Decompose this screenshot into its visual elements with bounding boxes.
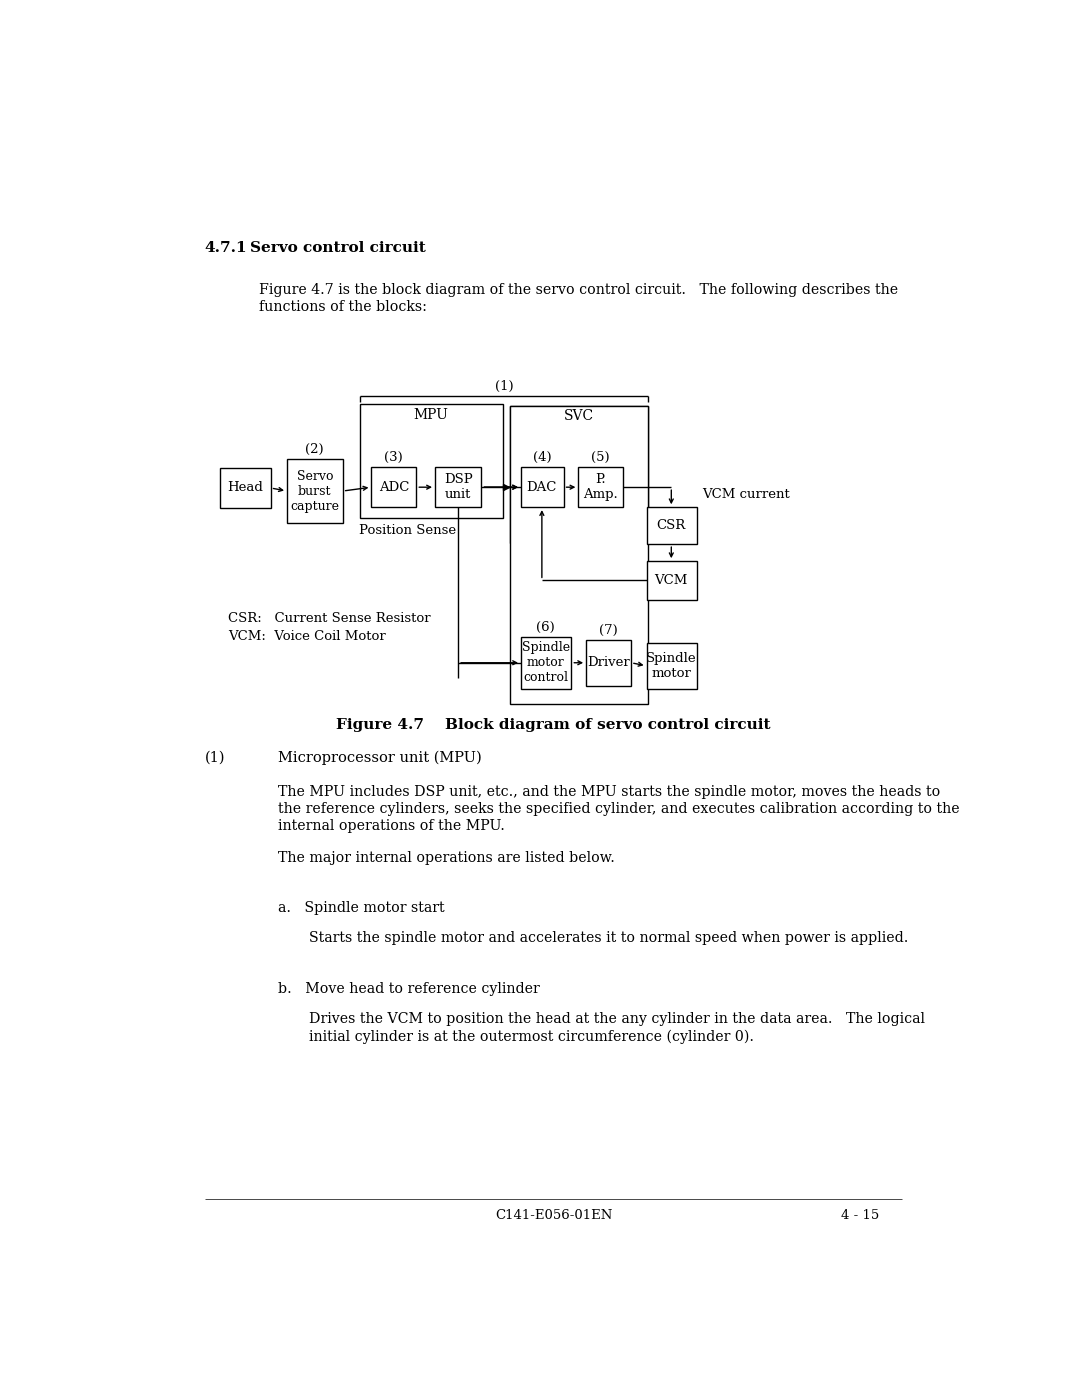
Bar [647,643,697,689]
Bar [435,467,482,507]
Text: (3): (3) [384,451,403,464]
Bar [287,458,342,524]
Text: Microprocessor unit (MPU): Microprocessor unit (MPU) [279,750,482,766]
Text: DSP
unit: DSP unit [444,474,473,502]
Text: initial cylinder is at the outermost circumference (cylinder 0).: initial cylinder is at the outermost cir… [309,1030,754,1044]
Bar [578,467,623,507]
Text: VCM: VCM [654,574,688,587]
Text: 4.7.1: 4.7.1 [205,240,247,254]
Text: Driver: Driver [588,657,630,669]
Bar [647,507,697,545]
Text: Servo control circuit: Servo control circuit [249,240,426,254]
Text: (1): (1) [205,750,226,764]
Text: DAC: DAC [527,481,557,493]
Text: 4 - 15: 4 - 15 [840,1208,879,1222]
Text: Drives the VCM to position the head at the any cylinder in the data area.   The : Drives the VCM to position the head at t… [309,1013,926,1027]
Bar [220,468,271,509]
Text: The MPU includes DSP unit, etc., and the MPU starts the spindle motor, moves the: The MPU includes DSP unit, etc., and the… [279,785,941,799]
Text: a.   Spindle motor start: a. Spindle motor start [279,901,445,915]
Text: Starts the spindle motor and accelerates it to normal speed when power is applie: Starts the spindle motor and accelerates… [309,932,908,946]
Bar [647,562,697,599]
Text: (2): (2) [306,443,324,455]
Text: ADC: ADC [379,481,409,493]
Text: Spindle
motor: Spindle motor [646,652,697,680]
Text: Figure 4.7 is the block diagram of the servo control circuit.   The following de: Figure 4.7 is the block diagram of the s… [259,284,899,298]
Text: b.   Move head to reference cylinder: b. Move head to reference cylinder [279,982,540,996]
Text: functions of the blocks:: functions of the blocks: [259,300,427,314]
Bar [586,640,631,686]
Text: VCM:  Voice Coil Motor: VCM: Voice Coil Motor [228,630,386,644]
Bar [360,404,503,518]
Bar [510,405,648,704]
Text: Figure 4.7    Block diagram of servo control circuit: Figure 4.7 Block diagram of servo contro… [336,718,771,732]
Text: internal operations of the MPU.: internal operations of the MPU. [279,819,505,833]
Text: (4): (4) [532,451,551,464]
Bar [510,405,648,542]
Bar [372,467,416,507]
Text: VCM current: VCM current [702,489,791,502]
Text: (6): (6) [537,620,555,633]
Text: (1): (1) [495,380,513,393]
Text: Servo
burst
capture: Servo burst capture [291,469,339,513]
Text: (7): (7) [599,623,618,637]
Text: Spindle
motor
control: Spindle motor control [522,641,570,685]
Text: SVC: SVC [564,409,594,423]
Text: The major internal operations are listed below.: The major internal operations are listed… [279,851,616,865]
Text: CSR: CSR [657,520,686,532]
Text: the reference cylinders, seeks the specified cylinder, and executes calibration : the reference cylinders, seeks the speci… [279,802,960,816]
Text: Head: Head [227,482,264,495]
Text: C141-E056-01EN: C141-E056-01EN [495,1208,612,1222]
Text: (5): (5) [592,451,610,464]
Text: MPU: MPU [414,408,448,422]
Text: P.
Amp.: P. Amp. [583,474,618,502]
Bar [521,467,564,507]
Bar [521,637,571,689]
Text: Position Sense: Position Sense [360,524,457,538]
Text: CSR:   Current Sense Resistor: CSR: Current Sense Resistor [228,612,431,624]
